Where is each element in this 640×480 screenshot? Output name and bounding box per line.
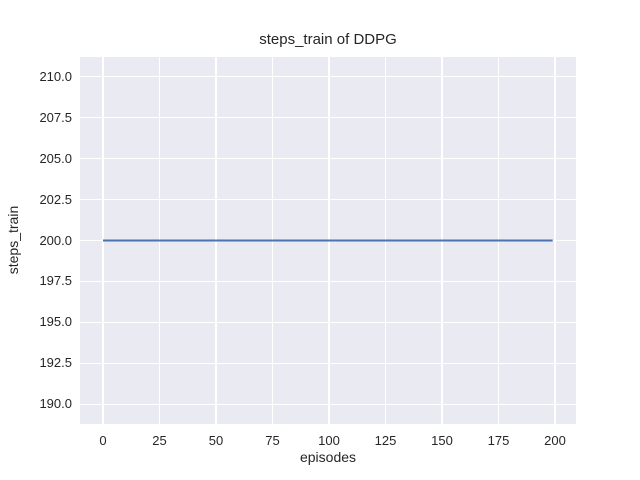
- y-tick-label: 202.5: [39, 191, 72, 207]
- y-tick-label: 190.0: [39, 396, 72, 412]
- gridline-horizontal: [80, 116, 576, 119]
- series-layer: [103, 239, 553, 242]
- gridline-horizontal: [80, 403, 576, 406]
- gridline-horizontal: [80, 157, 576, 160]
- chart-title: steps_train of DDPG: [259, 31, 397, 48]
- gridline-vertical: [554, 57, 556, 424]
- x-tick-label: 200: [544, 433, 566, 448]
- gridline-horizontal: [80, 280, 576, 283]
- x-tick-label: 125: [374, 433, 397, 448]
- gridline-horizontal: [80, 75, 576, 78]
- y-tick-label: 192.5: [39, 355, 72, 371]
- x-tick-label: 25: [152, 433, 167, 448]
- x-tick-label: 150: [431, 433, 453, 448]
- x-tick-label: 75: [265, 433, 280, 448]
- y-tick-label: 210.0: [39, 68, 72, 84]
- x-tick-label: 100: [318, 433, 340, 448]
- gridline-horizontal: [80, 321, 576, 324]
- gridline-horizontal: [80, 362, 576, 365]
- y-tick-label: 200.0: [39, 232, 72, 248]
- y-tick-label: 197.5: [39, 273, 72, 289]
- x-tick-label: 175: [487, 433, 510, 448]
- gridline-horizontal: [80, 198, 576, 201]
- plot-area: [80, 57, 576, 424]
- y-tick-label: 195.0: [39, 314, 72, 330]
- x-tick-label: 0: [99, 433, 107, 448]
- x-tick-label: 50: [208, 433, 224, 448]
- x-axis-label: episodes: [299, 449, 357, 465]
- y-tick-label: 207.5: [39, 109, 72, 125]
- y-tick-label: 205.0: [39, 150, 72, 166]
